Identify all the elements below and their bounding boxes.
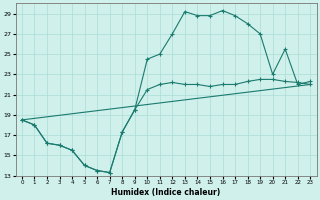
X-axis label: Humidex (Indice chaleur): Humidex (Indice chaleur) [111,188,221,197]
